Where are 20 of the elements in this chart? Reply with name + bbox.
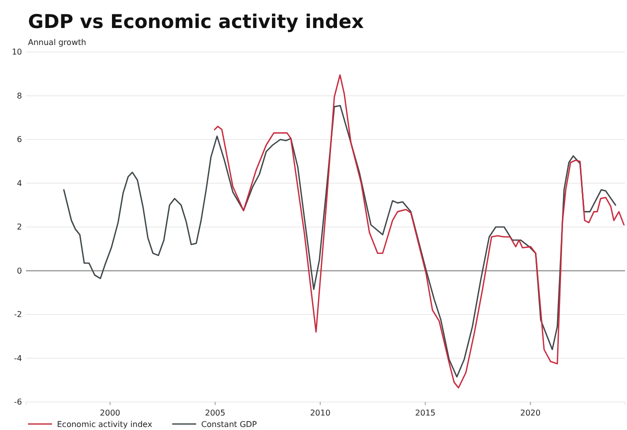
x-tick-label: 2005 <box>204 408 226 418</box>
line-series <box>63 104 616 378</box>
y-tick-label: 10 <box>12 48 22 57</box>
y-tick-label: -6 <box>14 398 22 407</box>
y-tick-label: 4 <box>16 178 22 188</box>
y-tick-label: -2 <box>14 310 22 320</box>
chart-title: GDP vs Economic activity index <box>28 11 364 33</box>
y-tick-label: -4 <box>14 354 22 363</box>
line-series <box>214 74 625 388</box>
y-tick-label: 6 <box>16 135 22 144</box>
x-tick-label: 2020 <box>520 408 541 418</box>
y-axis-title: Annual growth <box>28 38 86 47</box>
x-tick-label: 2010 <box>310 408 330 418</box>
y-tick-label: 2 <box>16 222 22 232</box>
x-tick-label: 2015 <box>415 408 436 418</box>
legend-label: Constant GDP <box>201 420 258 429</box>
y-tick-label: 0 <box>16 266 22 276</box>
x-tick-label: 2000 <box>100 408 120 418</box>
legend-label: Economic activity index <box>57 420 152 429</box>
y-tick-label: 8 <box>16 91 22 100</box>
